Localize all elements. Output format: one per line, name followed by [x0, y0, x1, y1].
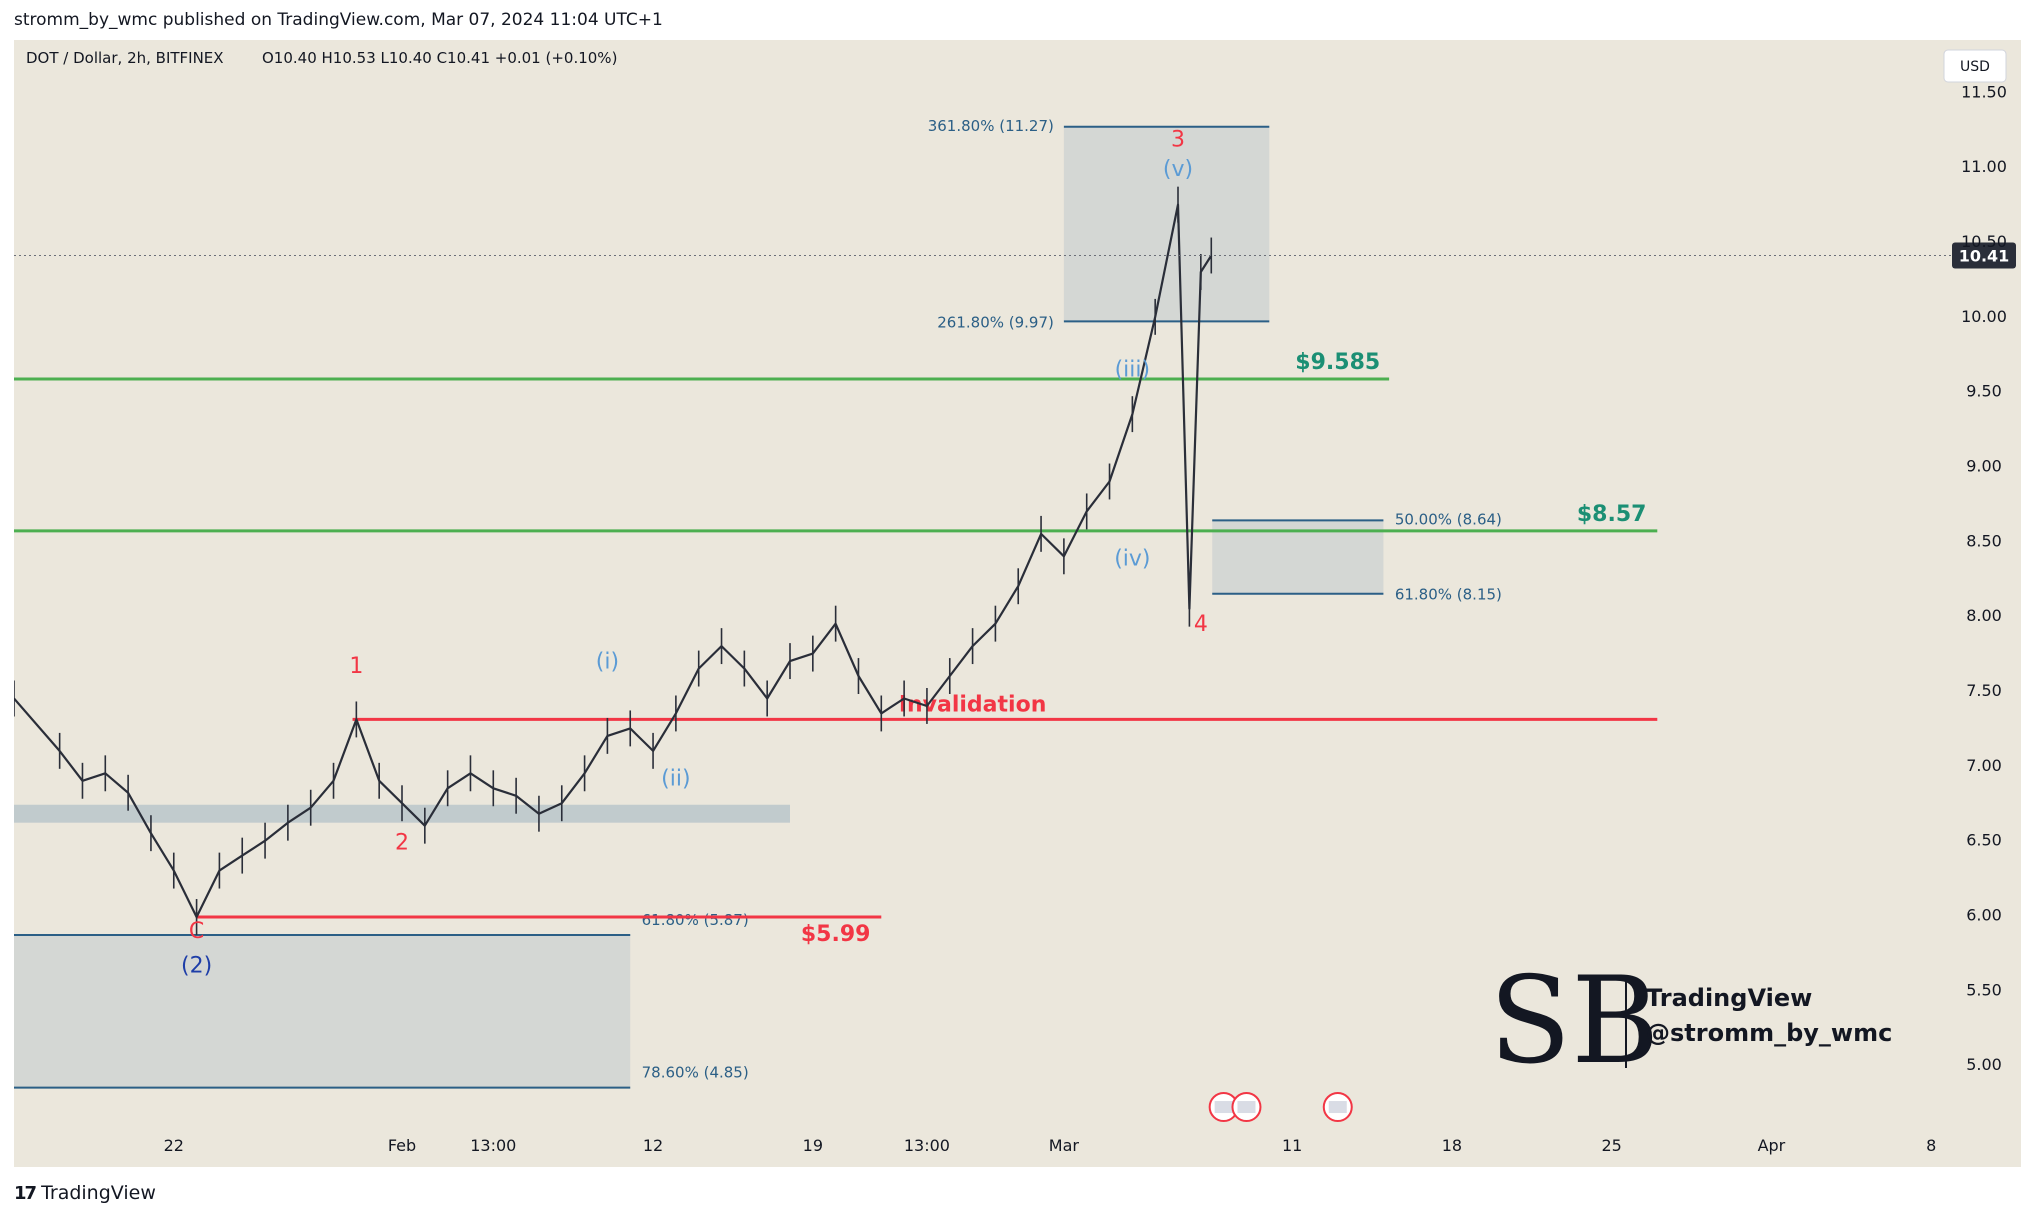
- ohlc-readout: O10.40 H10.53 L10.40 C10.41 +0.01 (+0.10…: [262, 49, 617, 67]
- us-flag-event-icon[interactable]: [1208, 1092, 1239, 1123]
- footer-brand[interactable]: 17 TradingView: [14, 1182, 156, 1204]
- y-tick-label: 11.00: [1961, 157, 2007, 176]
- fib-zone: [1212, 520, 1384, 594]
- watermark-line2: @stromm_by_wmc: [1646, 1019, 1892, 1047]
- us-flag-event-icon[interactable]: [1322, 1092, 1353, 1123]
- watermark-line1: TradingView: [1646, 984, 1812, 1012]
- symbol-label: DOT / Dollar, 2h, BITFINEX: [26, 49, 224, 67]
- x-tick-label: 18: [1442, 1136, 1462, 1155]
- wave-label: (2): [181, 953, 212, 978]
- wave-label: 3: [1171, 127, 1185, 152]
- x-tick-label: 25: [1601, 1136, 1621, 1155]
- wave-label: C: [189, 919, 204, 944]
- y-tick-label: 10.50: [1961, 232, 2007, 251]
- x-tick-label: Apr: [1758, 1136, 1786, 1155]
- plot-area: 361.80% (11.27) 261.80% (9.97) 50.00% (8.6…: [14, 117, 1954, 1123]
- fib-zone: [14, 934, 631, 1088]
- time-axis[interactable]: 22 Feb 13:00 12 19 13:00 Mar 11 18 25 Apr 8: [164, 1136, 1937, 1155]
- footer-brand-label: TradingView: [41, 1182, 156, 1204]
- wave-label: 4: [1194, 612, 1208, 637]
- tradingview-logo-icon: 17: [14, 1182, 37, 1204]
- fib-label-top: 50.00% (8.64): [1395, 510, 1502, 528]
- y-tick-label: 10.00: [1961, 307, 2007, 326]
- last-price-badge: [1952, 242, 2016, 269]
- currency-button[interactable]: [1943, 49, 2007, 83]
- sb-logo-mark: SB: [1489, 952, 1659, 1091]
- y-tick-label: 8.50: [1966, 531, 2002, 550]
- y-tick-label: 7.50: [1966, 681, 2002, 700]
- currency-label: USD: [1960, 59, 1990, 75]
- level-label: $9.585: [1295, 350, 1380, 375]
- level-label: $5.99: [801, 922, 871, 947]
- wave-label: (v): [1163, 157, 1193, 182]
- watermark: SB TradingView @stromm_by_wmc: [1489, 952, 1892, 1091]
- y-tick-label: 8.00: [1966, 606, 2002, 625]
- x-tick-label: 13:00: [904, 1136, 950, 1155]
- fib-label-bottom: 261.80% (9.97): [937, 313, 1054, 331]
- us-flag-event-icon[interactable]: [1231, 1092, 1262, 1123]
- fib-label-bottom: 61.80% (8.15): [1395, 586, 1502, 604]
- fib-label-bottom: 78.60% (4.85): [642, 1064, 749, 1082]
- y-tick-label: 7.00: [1966, 756, 2002, 775]
- x-tick-label: 8: [1926, 1136, 1936, 1155]
- y-tick-label: 5.50: [1966, 980, 2002, 999]
- x-tick-label: Mar: [1049, 1136, 1080, 1155]
- price-chart[interactable]: USD DOT / Dollar, 2h, BITFINEX O10.40 H1…: [14, 40, 2021, 1167]
- x-tick-label: 19: [803, 1136, 823, 1155]
- wave-label: (i): [596, 650, 619, 675]
- fib-label-top: 361.80% (11.27): [928, 117, 1054, 135]
- x-tick-label: 12: [643, 1136, 663, 1155]
- price-series: [14, 203, 1213, 919]
- level-label: $8.57: [1577, 502, 1647, 527]
- wave-label: 1: [349, 654, 363, 679]
- y-tick-label: 6.00: [1966, 905, 2002, 924]
- y-tick-label: 6.50: [1966, 831, 2002, 850]
- price-axis[interactable]: 10.41 5.00 5.50 6.00 6.50 7.00 7.50 8.00 8.50 9.0…: [1952, 82, 2016, 1074]
- chart-panel[interactable]: USD DOT / Dollar, 2h, BITFINEX O10.40 H1…: [14, 40, 2021, 1167]
- published-by-text: stromm_by_wmc published on TradingView.c…: [14, 10, 663, 30]
- wave-label: (iii): [1115, 358, 1151, 383]
- fib-label-top: 61.80% (5.87): [642, 911, 749, 929]
- y-tick-label: 5.00: [1966, 1055, 2002, 1074]
- fib-zone: [1063, 126, 1270, 322]
- wave-label: (ii): [661, 766, 690, 791]
- x-tick-label: Feb: [388, 1136, 416, 1155]
- x-tick-label: 13:00: [470, 1136, 516, 1155]
- x-tick-label: 22: [164, 1136, 184, 1155]
- wave-label: (iv): [1114, 546, 1150, 571]
- y-tick-label: 11.50: [1961, 82, 2007, 101]
- y-tick-label: 9.50: [1966, 382, 2002, 401]
- x-tick-label: 11: [1282, 1136, 1302, 1155]
- wave-label: 2: [395, 831, 409, 856]
- last-price-label: 10.41: [1959, 247, 2010, 266]
- y-tick-label: 9.00: [1966, 457, 2002, 476]
